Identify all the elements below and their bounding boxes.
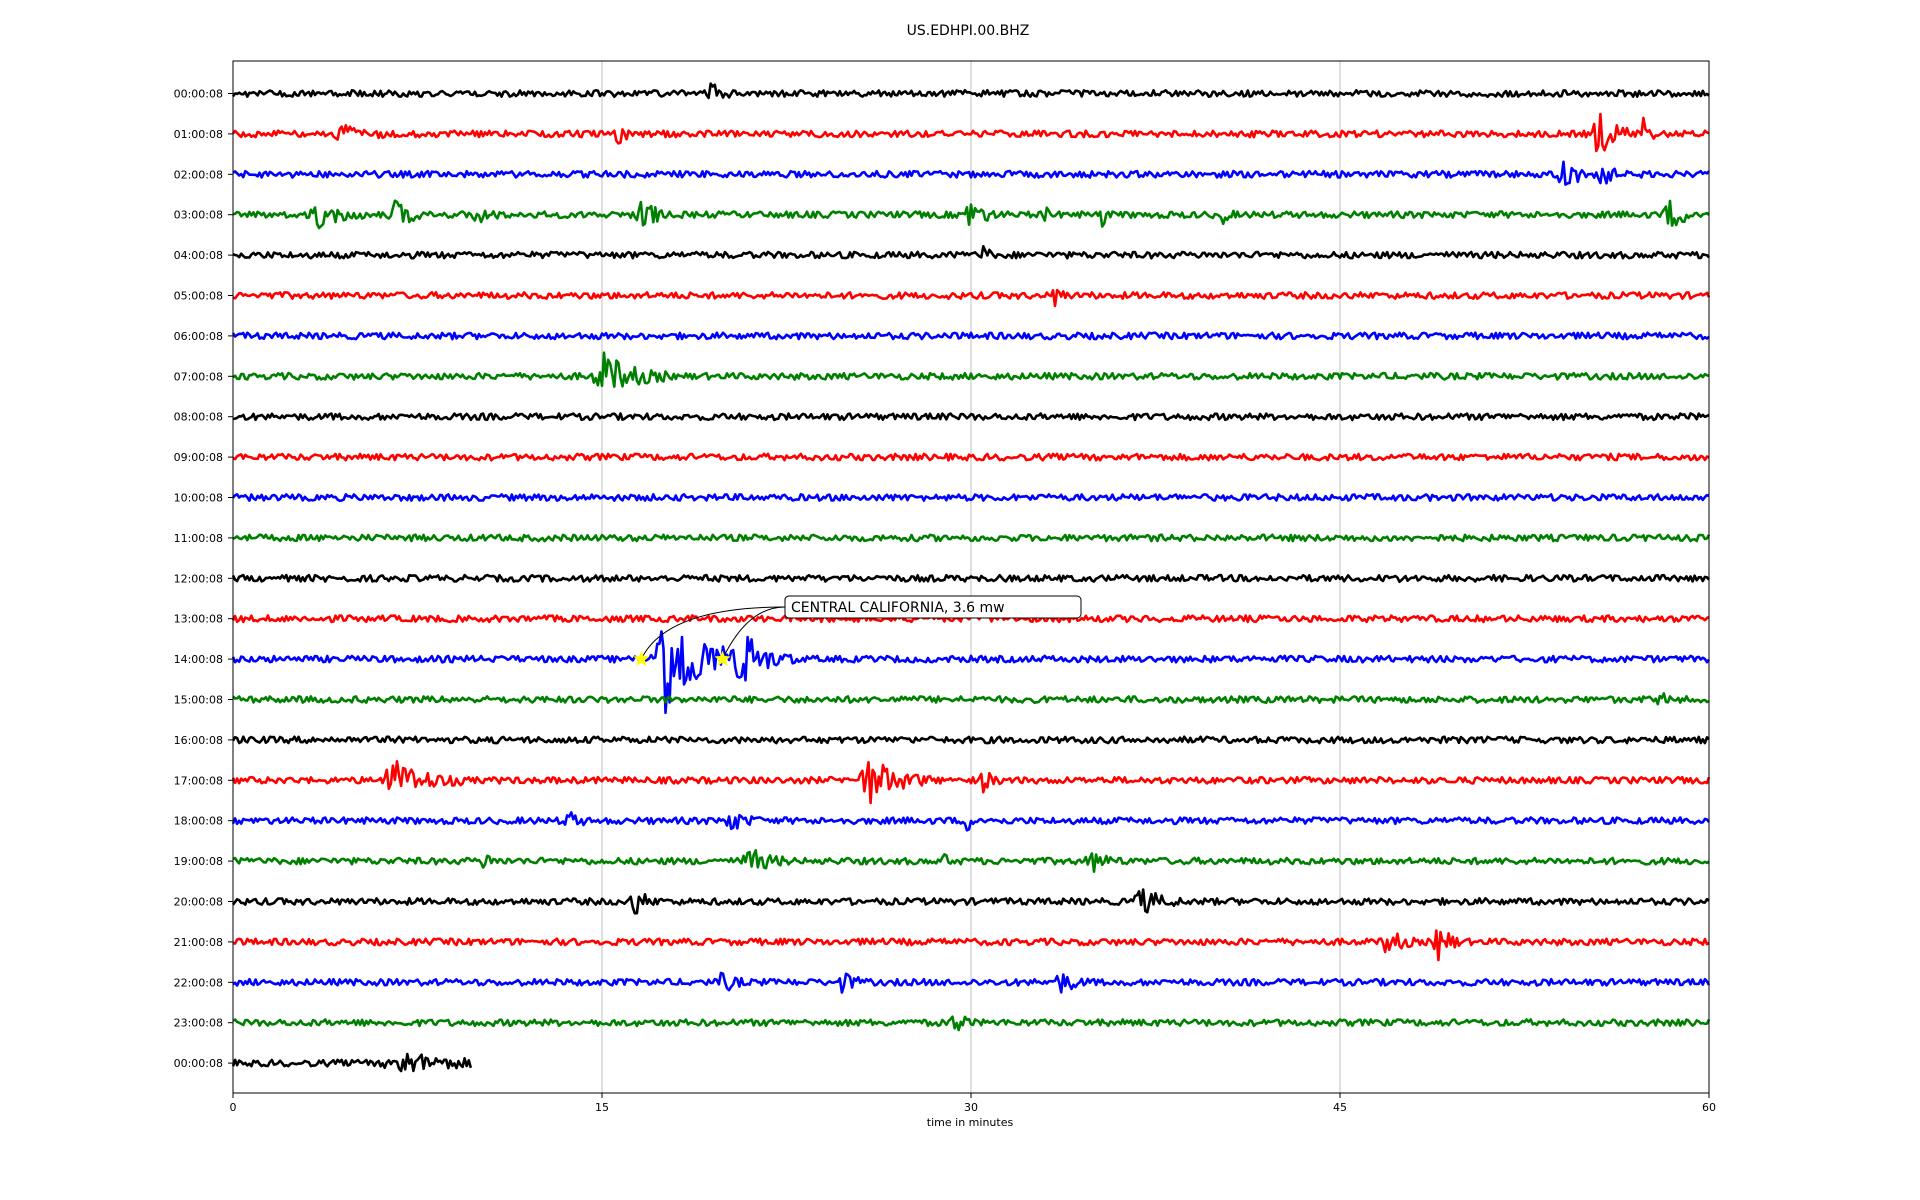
trace-line: [231, 735, 1710, 745]
row-time-label: 14:00:08: [174, 653, 223, 666]
trace-line: [232, 493, 1710, 502]
event-annotations: CENTRAL CALIFORNIA, 4.0 mwCENTRAL CALIFO…: [633, 595, 1082, 667]
row-time-label: 03:00:08: [174, 209, 223, 222]
trace-line: [232, 849, 1710, 873]
event-star-marker: [714, 650, 731, 667]
row-time-label: 08:00:08: [174, 411, 223, 424]
row-time-label: 16:00:08: [174, 734, 223, 747]
trace-line: [232, 929, 1710, 962]
row-time-label: 19:00:08: [174, 855, 223, 868]
trace-line: [231, 1052, 473, 1073]
row-time-label: 22:00:08: [174, 976, 223, 989]
row-time-label: 01:00:08: [174, 128, 223, 141]
row-time-label: 02:00:08: [174, 168, 223, 181]
trace-line: [231, 630, 1711, 715]
row-time-label: 13:00:08: [174, 613, 223, 626]
trace-line: [232, 533, 1711, 543]
row-time-label: 18:00:08: [174, 815, 223, 828]
trace-line: [231, 888, 1710, 915]
row-time-label: 04:00:08: [174, 249, 223, 262]
trace-line: [232, 351, 1710, 388]
event-connector: [722, 606, 786, 660]
row-time-label: 20:00:08: [174, 896, 223, 909]
event-label-box: [784, 595, 1082, 619]
trace-line: [232, 112, 1710, 153]
trace-line: [232, 199, 1710, 230]
event-label: CENTRAL CALIFORNIA, 3.6 mw: [791, 600, 1005, 616]
trace-line: [231, 82, 1710, 100]
row-time-label: 06:00:08: [174, 330, 223, 343]
row-time-label: 17:00:08: [174, 774, 223, 787]
trace-rows: [231, 82, 1711, 1073]
x-tick-label: 30: [964, 1101, 978, 1114]
row-time-labels: 00:00:08 01:00:08 02:00:08 03:00:08 04:00:08…: [174, 88, 233, 1070]
row-time-label: 05:00:08: [174, 290, 223, 303]
event-connector: [640, 606, 786, 660]
x-axis: 0 15 30 45 60: [230, 1093, 1716, 1114]
x-axis-label: time in minutes: [927, 1116, 1014, 1129]
row-time-label: 10:00:08: [174, 492, 223, 505]
x-tick-label: 60: [1702, 1101, 1716, 1114]
trace-line: [232, 288, 1711, 308]
trace-line: [232, 160, 1710, 186]
row-time-label: 07:00:08: [174, 370, 223, 383]
row-time-label: 09:00:08: [174, 451, 223, 464]
row-time-label: 00:00:08: [174, 88, 223, 101]
row-time-label: 21:00:08: [174, 936, 223, 949]
trace-line: [231, 811, 1710, 832]
trace-line: [232, 1015, 1711, 1032]
event-star-marker: [633, 650, 650, 667]
row-time-label: 00:00:08: [174, 1057, 223, 1070]
trace-line: [231, 760, 1711, 805]
trace-line: [231, 573, 1710, 584]
trace-line: [232, 452, 1710, 462]
trace-line: [232, 971, 1711, 994]
plot-frame: [232, 60, 1710, 1094]
x-tick-label: 0: [230, 1101, 237, 1114]
x-tick-label: 15: [595, 1101, 609, 1114]
x-tick-label: 45: [1333, 1101, 1347, 1114]
trace-line: [232, 245, 1710, 260]
row-time-label: 12:00:08: [174, 572, 223, 585]
trace-line: [232, 692, 1710, 706]
row-time-label: 23:00:08: [174, 1017, 223, 1030]
trace-line: [232, 412, 1710, 422]
row-time-label: 11:00:08: [174, 532, 223, 545]
chart-title: US.EDHPI.00.BHZ: [907, 23, 1030, 39]
row-time-label: 15:00:08: [174, 694, 223, 707]
trace-line: [231, 331, 1710, 341]
